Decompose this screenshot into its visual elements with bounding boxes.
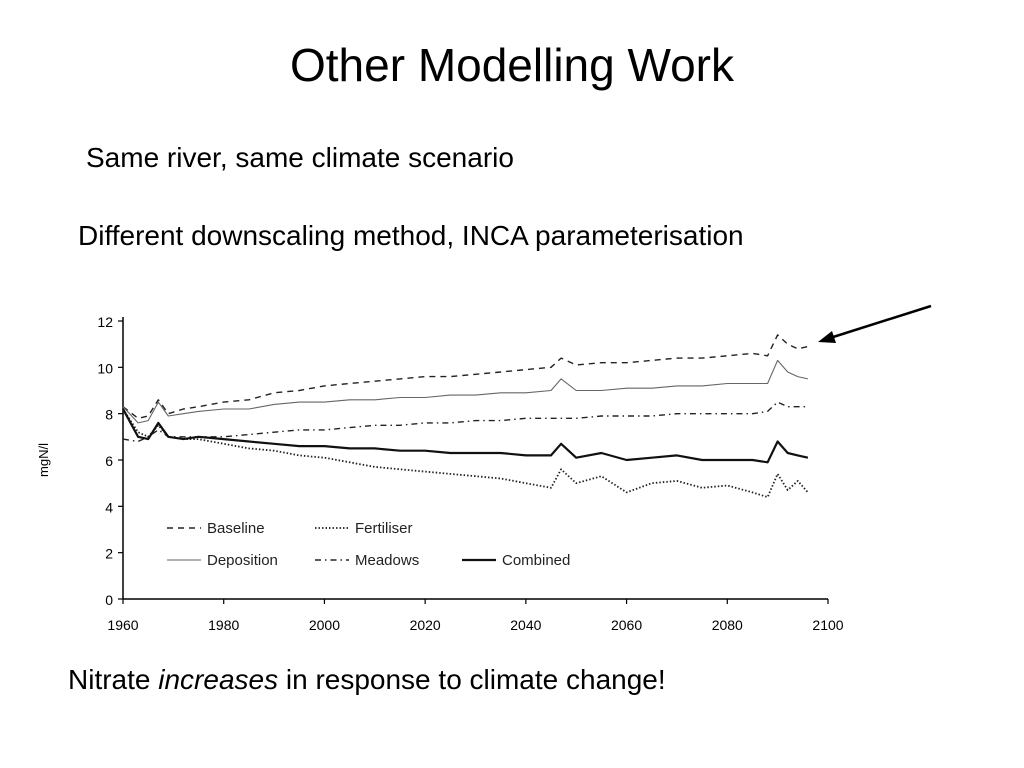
series-line-meadows	[122, 401, 808, 443]
chart-series-lines	[122, 334, 809, 499]
subtitle-line-1: Same river, same climate scenario	[86, 142, 514, 173]
subtitle-line-2: Different downscaling method, INCA param…	[78, 220, 744, 251]
series-line-deposition	[122, 359, 809, 424]
y-tick-label: 2	[105, 546, 113, 562]
legend-label-fertiliser: Fertiliser	[355, 520, 413, 537]
x-tick-label: 1960	[107, 617, 138, 633]
y-axis-label: mgN/l	[36, 443, 51, 477]
x-tick-label: 2060	[611, 617, 642, 633]
footer-note: Nitrate increases in response to climate…	[68, 664, 666, 696]
x-tick-label: 2020	[410, 617, 441, 633]
x-tick-label: 2100	[812, 617, 843, 633]
legend-label-baseline: Baseline	[207, 520, 265, 537]
y-tick-label: 12	[97, 314, 113, 330]
chart-annotation	[818, 304, 932, 343]
footer-text-post: in response to climate change!	[278, 664, 666, 695]
y-tick-label: 6	[105, 453, 113, 469]
chart-axes: 0 2 4 6 8 10 12 1960 1980 2000 2020 2040 2060 2080 210…	[36, 314, 844, 633]
y-tick-label: 0	[105, 592, 113, 608]
x-tick-label: 2080	[712, 617, 743, 633]
annotation-arrow-head	[818, 331, 836, 343]
slide-title: Other Modelling Work	[290, 39, 734, 91]
chart-legend: Baseline Fertiliser Deposition Meadows Combi…	[167, 520, 570, 569]
legend-label-meadows: Meadows	[355, 552, 419, 569]
series-line-combined	[122, 408, 809, 464]
footer-text-pre: Nitrate	[68, 664, 159, 695]
legend-label-combined: Combined	[502, 552, 570, 569]
annotation-arrow-shaft	[829, 304, 932, 340]
legend-label-deposition: Deposition	[207, 552, 278, 569]
x-tick-label: 1980	[208, 617, 239, 633]
series-line-fertiliser	[122, 408, 809, 499]
y-tick-label: 8	[105, 407, 113, 423]
footer-text-emphasis: increases	[158, 664, 279, 695]
y-tick-label: 4	[105, 499, 113, 515]
x-tick-label: 2040	[510, 617, 541, 633]
series-line-baseline	[122, 334, 809, 419]
y-tick-label: 10	[97, 360, 113, 376]
x-tick-label: 2000	[309, 617, 340, 633]
